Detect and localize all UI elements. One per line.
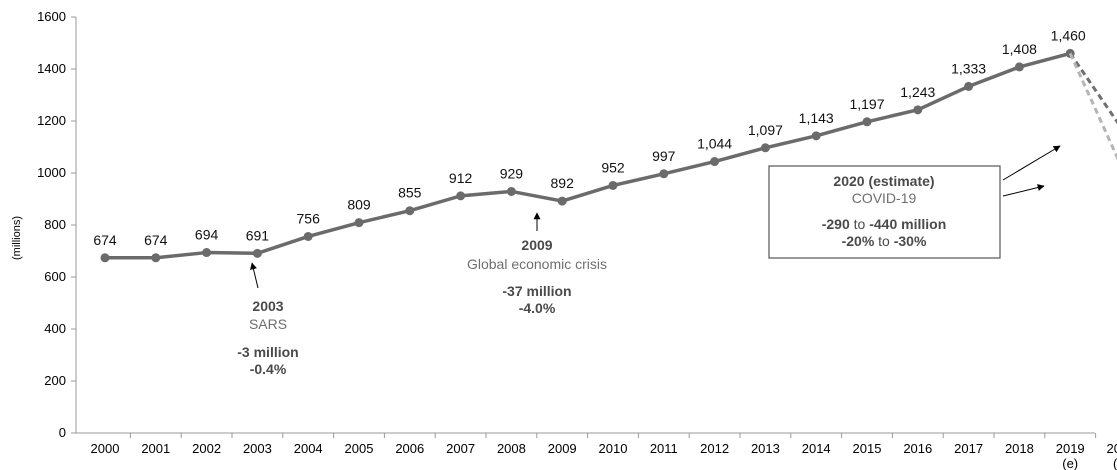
data-label: 1,197 — [849, 96, 884, 112]
data-label: 674 — [93, 232, 117, 248]
y-tick-label: 1200 — [37, 113, 66, 128]
data-point — [151, 253, 161, 263]
data-point — [100, 253, 110, 263]
data-label: 952 — [601, 159, 625, 175]
y-tick-label: 800 — [44, 217, 66, 232]
x-tick-label: 2017 — [954, 441, 983, 456]
annotation-sars-year: 2003 — [252, 298, 283, 314]
y-tick-label: 1400 — [37, 61, 66, 76]
data-label: 756 — [297, 210, 321, 226]
y-tick-label: 400 — [44, 321, 66, 336]
x-tick-label: 2013 — [751, 441, 780, 456]
annotation-sars-arrow — [250, 262, 259, 289]
x-tick-label: 2009 — [548, 441, 577, 456]
y-tick-labels: 0 200 400 600 800 1000 1200 1400 1600 — [37, 9, 76, 440]
x-tick-label: 2014 — [802, 441, 831, 456]
x-tick-sublabel: (e) — [1062, 456, 1078, 470]
annotation-sars-line1: -3 million — [237, 344, 298, 360]
data-label: 674 — [144, 232, 168, 248]
annotation-covid: 2020 (estimate) COVID-19 -290 to -440 mi… — [768, 145, 1061, 259]
annotation-covid-arrow-low — [1002, 184, 1045, 197]
x-tick-label: 2018 — [1005, 441, 1034, 456]
data-label: 1,333 — [951, 60, 986, 76]
x-tick-label: 2008 — [497, 441, 526, 456]
y-tick-label: 1000 — [37, 165, 66, 180]
x-tick-label: 2015 — [853, 441, 882, 456]
estimate-layer: 1,1701,020 — [1068, 52, 1117, 161]
annotation-gfc-year: 2009 — [521, 237, 552, 253]
data-label: 694 — [195, 227, 219, 243]
data-point — [811, 131, 821, 141]
data-label: 892 — [551, 175, 575, 191]
data-label: 1,460 — [1051, 27, 1086, 43]
x-tick-label: 2003 — [243, 441, 272, 456]
annotation-gfc-line2: -4.0% — [519, 300, 556, 316]
data-point — [405, 206, 415, 216]
data-label: 1,243 — [900, 84, 935, 100]
x-tick-label: 2012 — [700, 441, 729, 456]
data-point — [964, 81, 974, 91]
annotation-covid-box — [768, 165, 1001, 259]
x-tick-label: 2002 — [192, 441, 221, 456]
data-point — [354, 218, 364, 228]
annotation-covid-subtitle: COVID-19 — [852, 190, 917, 206]
data-point — [303, 231, 313, 241]
x-tick-label: 2019 — [1056, 441, 1085, 456]
x-tick-label: 2006 — [395, 441, 424, 456]
data-label: 1,097 — [748, 122, 783, 138]
y-tick-label: 1600 — [37, 9, 66, 24]
data-label: 1,408 — [1002, 41, 1037, 57]
data-label: 929 — [500, 165, 524, 181]
data-point — [862, 117, 872, 127]
data-point — [202, 248, 212, 258]
data-point — [1014, 62, 1024, 72]
series-line — [105, 51, 1071, 260]
data-label: 1,143 — [799, 110, 834, 126]
x-tick-sublabel: (e) — [1113, 456, 1117, 470]
data-point — [456, 191, 466, 201]
annotation-covid-arrow-high — [1002, 145, 1061, 181]
x-tick-label: 2004 — [294, 441, 323, 456]
annotation-covid-range: -290 to -440 million — [822, 216, 947, 232]
estimate-line — [1068, 52, 1117, 161]
estimate-line — [1068, 52, 1117, 125]
data-label: 997 — [652, 148, 676, 164]
x-tick-label: 2005 — [345, 441, 374, 456]
y-tick-label: 600 — [44, 269, 66, 284]
x-tick-label: 2001 — [141, 441, 170, 456]
data-point — [710, 157, 720, 167]
data-point — [760, 143, 770, 153]
x-tick-label: 2020 — [1107, 441, 1117, 456]
data-label: 912 — [449, 170, 473, 186]
data-label: 809 — [347, 197, 371, 213]
y-tick-label: 200 — [44, 373, 66, 388]
annotation-covid-title: 2020 (estimate) — [833, 173, 934, 189]
data-label: 1,044 — [697, 136, 732, 152]
series-layer: 674 674 694 691 756 809 855 912 929 892 952 997 1,04… — [93, 27, 1086, 263]
x-tick-label: 2007 — [446, 441, 475, 456]
annotation-gfc-line1: -37 million — [502, 283, 571, 299]
annotation-gfc: 2009 Global economic crisis -37 million … — [467, 212, 607, 316]
annotation-sars: 2003 SARS -3 million -0.4% — [237, 262, 299, 377]
annotation-sars-subtitle: SARS — [249, 316, 287, 332]
data-point — [608, 180, 618, 190]
annotation-sars-line2: -0.4% — [250, 361, 287, 377]
annotation-gfc-subtitle: Global economic crisis — [467, 256, 607, 272]
y-axis-title: (millions) — [11, 216, 23, 260]
data-point — [659, 169, 669, 179]
x-tick-label: 2000 — [91, 441, 120, 456]
data-point — [252, 248, 262, 258]
data-point — [557, 196, 567, 206]
data-label: 691 — [246, 227, 270, 243]
x-tick-label: 2016 — [903, 441, 932, 456]
x-tick-label: 2011 — [650, 441, 678, 456]
y-tick-label: 0 — [59, 425, 66, 440]
data-point — [506, 186, 516, 196]
annotation-covid-pct: -20% to -30% — [842, 233, 927, 249]
data-point — [913, 105, 923, 115]
data-label: 855 — [398, 185, 422, 201]
x-tick-label: 2010 — [599, 441, 628, 456]
x-tick-labels: 2000 2001 2002 2003 2004 2005 2006 2007 2008 2009… — [91, 433, 1117, 470]
